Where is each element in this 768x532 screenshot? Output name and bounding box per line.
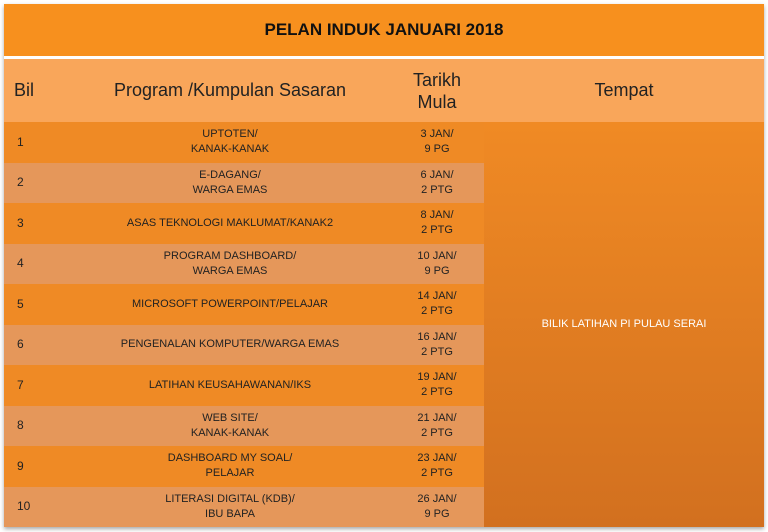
cell-bil: 2 <box>4 162 70 203</box>
header-tempat: Tempat <box>484 59 764 122</box>
table-row: 1 UPTOTEN/ KANAK-KANAK 3 JAN/ 9 PG BILIK … <box>4 122 764 527</box>
cell-tarikh: 14 JAN/ 2 PTG <box>390 284 484 325</box>
cell-bil: 7 <box>4 365 70 406</box>
header-program: Program /Kumpulan Sasaran <box>70 59 390 122</box>
table-row: 7 LATIHAN KEUSAHAWANAN/IKS 19 JAN/ 2 PTG <box>4 365 764 406</box>
cell-bil: 1 <box>4 122 70 163</box>
cell-bil: 10 <box>4 486 70 527</box>
cell-bil: 6 <box>4 324 70 365</box>
cell-bil: 5 <box>4 284 70 325</box>
cell-tempat: BILIK LATIHAN PI PULAU SERAI <box>484 122 764 527</box>
cell-program: LITERASI DIGITAL (KDB)/ IBU BAPA <box>70 486 390 527</box>
table-header-row: Bil Program /Kumpulan Sasaran Tarikh Mul… <box>4 59 764 122</box>
table-row: 8 WEB SITE/ KANAK-KANAK 21 JAN/ 2 PTG <box>4 405 764 446</box>
schedule-table: Bil Program /Kumpulan Sasaran Tarikh Mul… <box>4 59 764 527</box>
header-tarikh: Tarikh Mula <box>390 59 484 122</box>
cell-tarikh: 8 JAN/ 2 PTG <box>390 203 484 244</box>
table-row: 3 ASAS TEKNOLOGI MAKLUMAT/KANAK2 8 JAN/ … <box>4 203 764 244</box>
cell-program: ASAS TEKNOLOGI MAKLUMAT/KANAK2 <box>70 203 390 244</box>
cell-program: WEB SITE/ KANAK-KANAK <box>70 405 390 446</box>
cell-program: PENGENALAN KOMPUTER/WARGA EMAS <box>70 324 390 365</box>
cell-program: MICROSOFT POWERPOINT/PELAJAR <box>70 284 390 325</box>
cell-tarikh: 10 JAN/ 9 PG <box>390 243 484 284</box>
cell-bil: 4 <box>4 243 70 284</box>
cell-program: LATIHAN KEUSAHAWANAN/IKS <box>70 365 390 406</box>
table-row: 4 PROGRAM DASHBOARD/ WARGA EMAS 10 JAN/ … <box>4 243 764 284</box>
cell-bil: 3 <box>4 203 70 244</box>
table-row: 6 PENGENALAN KOMPUTER/WARGA EMAS 16 JAN/… <box>4 324 764 365</box>
cell-tarikh: 26 JAN/ 9 PG <box>390 486 484 527</box>
cell-tarikh: 16 JAN/ 2 PTG <box>390 324 484 365</box>
table-row: 5 MICROSOFT POWERPOINT/PELAJAR 14 JAN/ 2… <box>4 284 764 325</box>
schedule-document: PELAN INDUK JANUARI 2018 Bil Program /Ku… <box>4 4 764 527</box>
cell-tarikh: 19 JAN/ 2 PTG <box>390 365 484 406</box>
cell-tarikh: 23 JAN/ 2 PTG <box>390 446 484 487</box>
cell-tarikh: 6 JAN/ 2 PTG <box>390 162 484 203</box>
table-row: 10 LITERASI DIGITAL (KDB)/ IBU BAPA 26 J… <box>4 486 764 527</box>
cell-program: UPTOTEN/ KANAK-KANAK <box>70 122 390 163</box>
cell-tarikh: 21 JAN/ 2 PTG <box>390 405 484 446</box>
cell-program: DASHBOARD MY SOAL/ PELAJAR <box>70 446 390 487</box>
table-row: 9 DASHBOARD MY SOAL/ PELAJAR 23 JAN/ 2 P… <box>4 446 764 487</box>
page-title: PELAN INDUK JANUARI 2018 <box>4 4 764 59</box>
table-row: 2 E-DAGANG/ WARGA EMAS 6 JAN/ 2 PTG <box>4 162 764 203</box>
cell-bil: 9 <box>4 446 70 487</box>
cell-bil: 8 <box>4 405 70 446</box>
cell-program: PROGRAM DASHBOARD/ WARGA EMAS <box>70 243 390 284</box>
cell-program: E-DAGANG/ WARGA EMAS <box>70 162 390 203</box>
cell-tarikh: 3 JAN/ 9 PG <box>390 122 484 163</box>
header-bil: Bil <box>4 59 70 122</box>
